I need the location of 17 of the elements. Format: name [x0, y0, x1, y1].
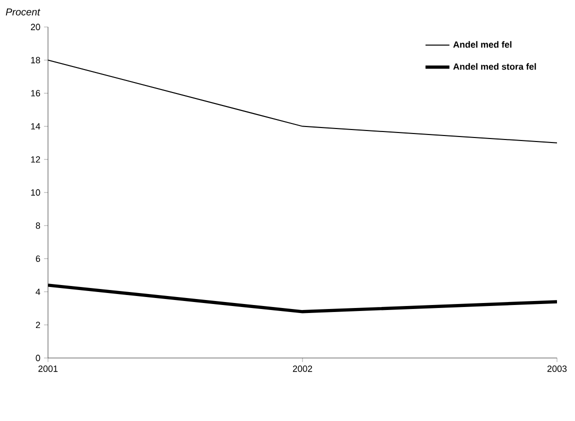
y-tick-label: 16: [31, 90, 40, 96]
y-tick-label: 20: [30, 24, 40, 30]
y-tick-label: 14: [31, 123, 40, 130]
y-tick-label: 8: [36, 222, 40, 229]
y-tick-label: 10: [31, 189, 40, 196]
y-tick-label: 18: [31, 56, 40, 64]
legend-label: Andel med stora fel: [453, 63, 536, 70]
y-tick-label: 4: [36, 288, 40, 295]
y-tick-label: 12: [31, 156, 40, 163]
y-tick-label: 2: [36, 322, 40, 328]
x-tick-label: 2001: [38, 366, 58, 372]
y-tick-label: 6: [36, 256, 40, 262]
x-tick-label: 2003: [547, 366, 567, 372]
y-axis-title: Procent: [6, 8, 40, 16]
legend-label: Andel med fel: [453, 41, 512, 48]
x-tick-label: 2002: [292, 366, 312, 372]
y-tick-label: 0: [36, 354, 40, 362]
